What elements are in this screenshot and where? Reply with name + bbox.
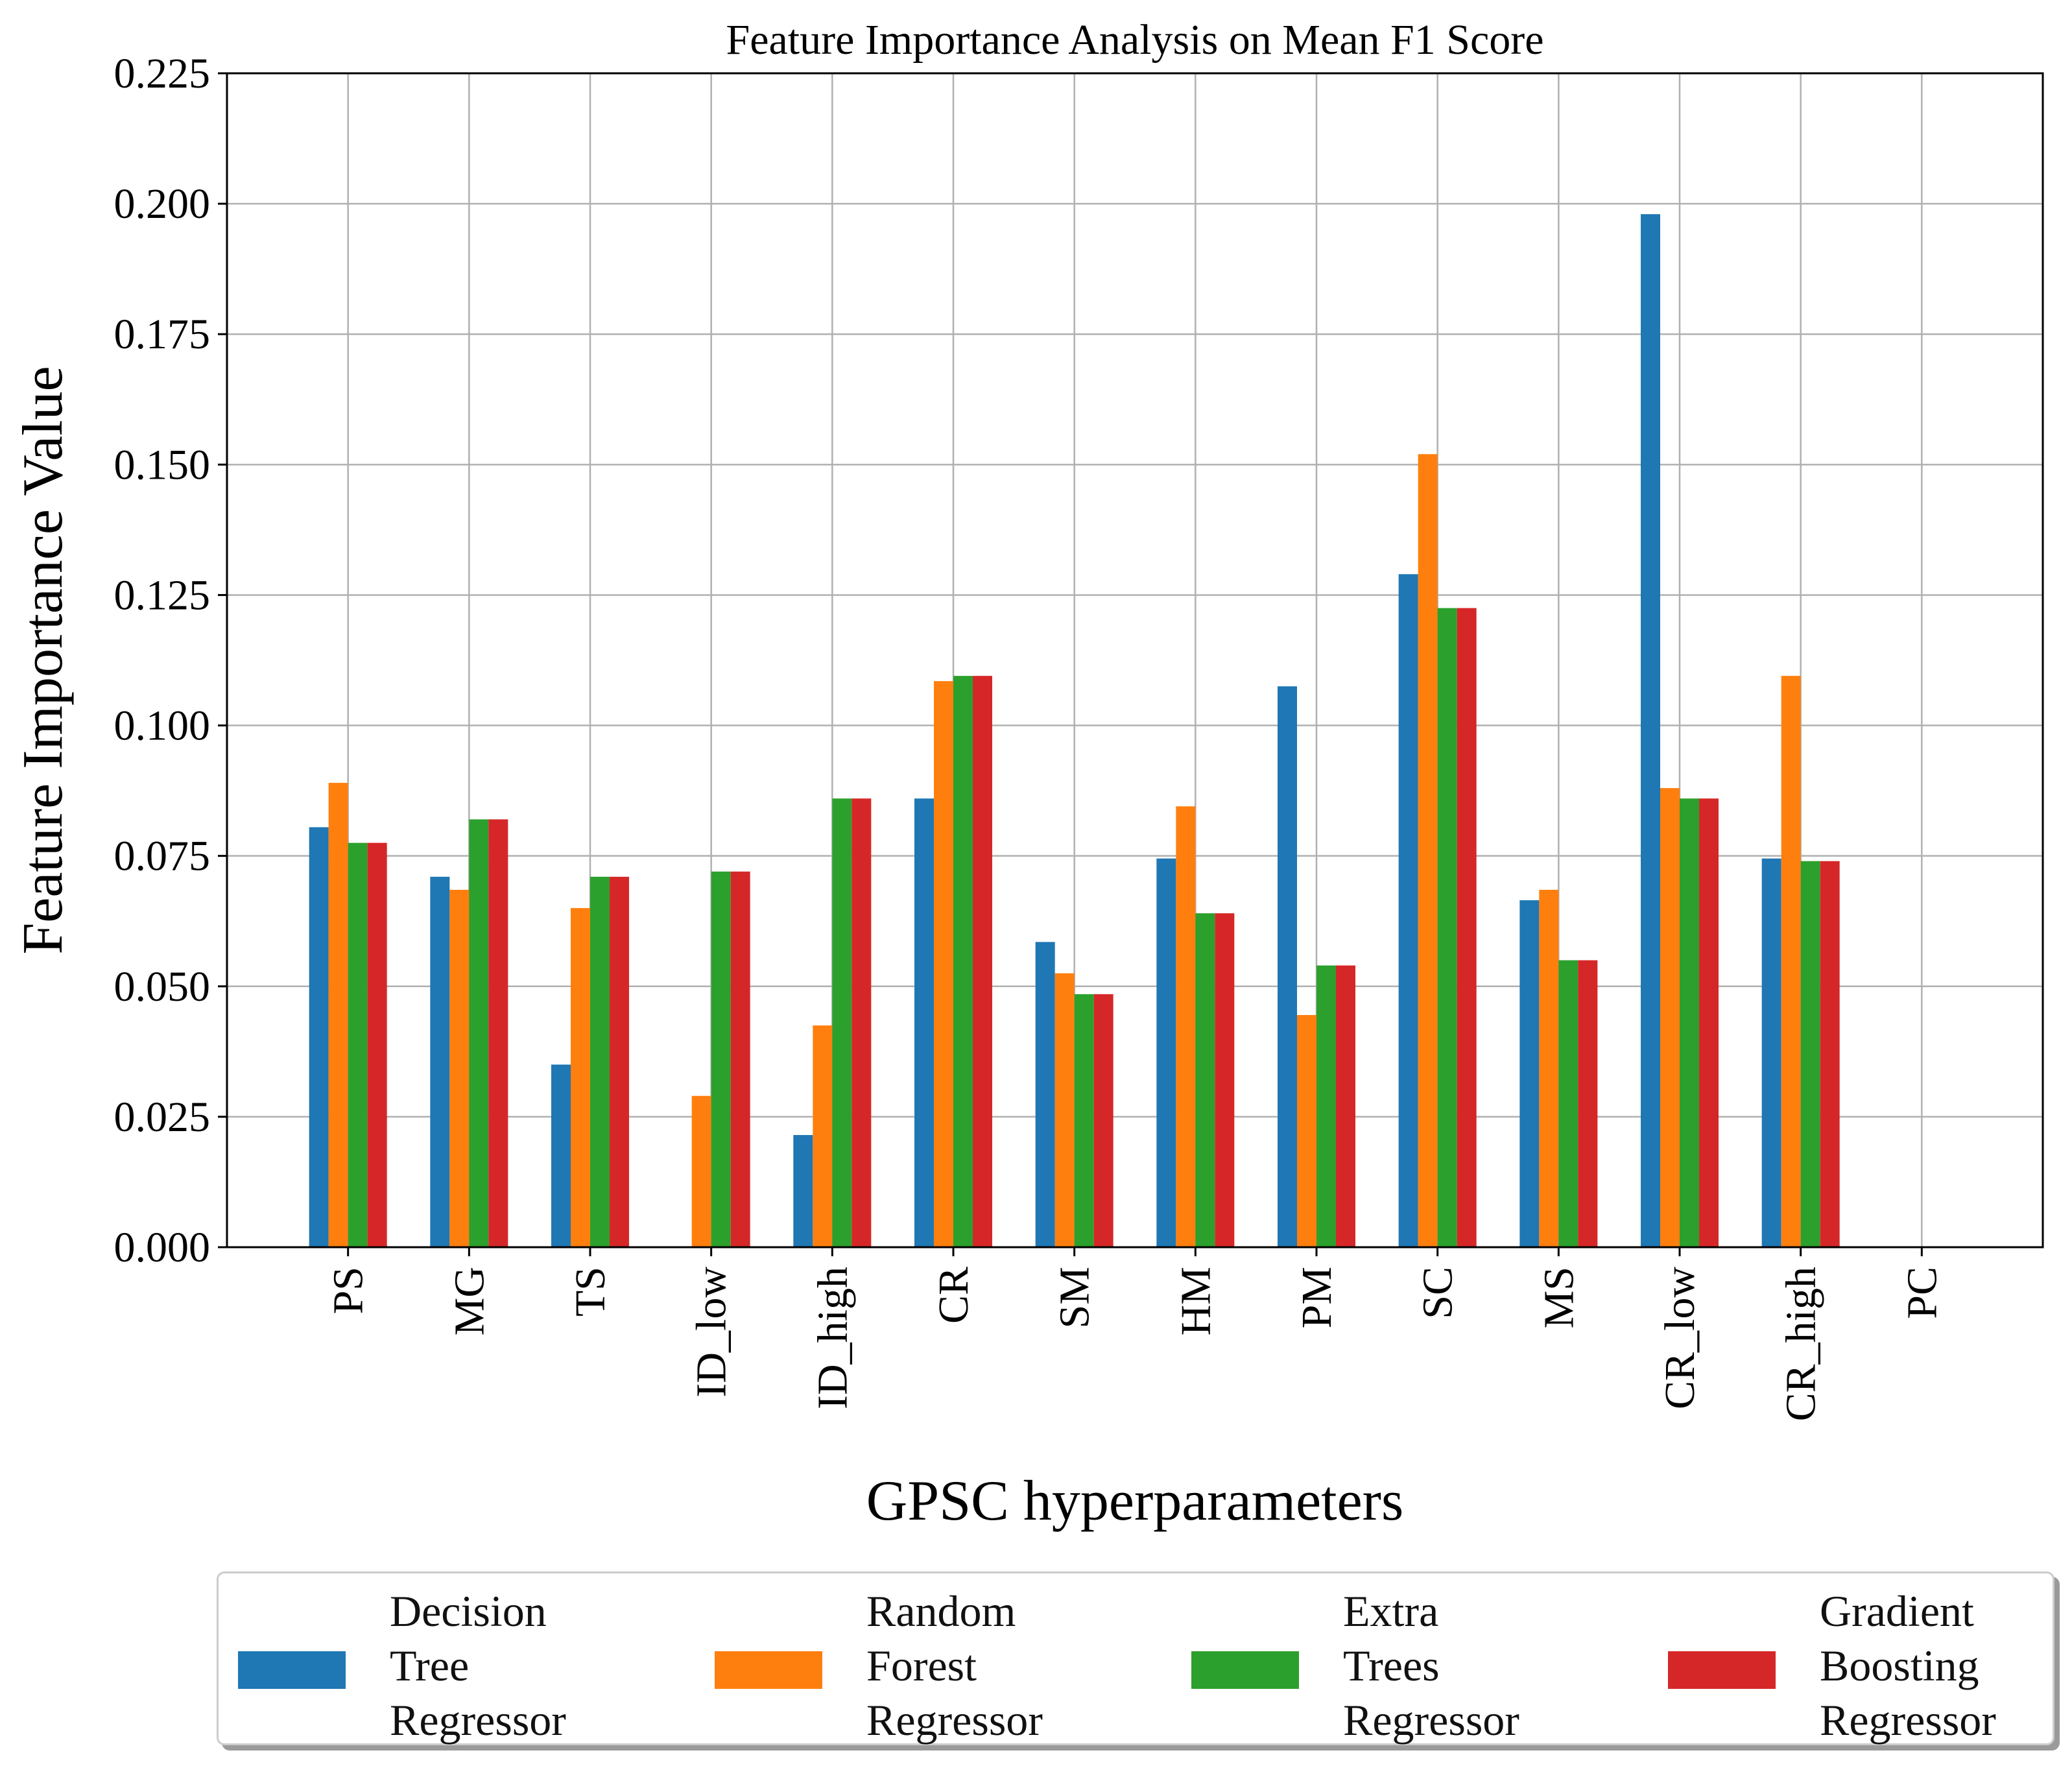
bar-id-low-series-2 bbox=[691, 1095, 711, 1247]
x-tick-label-pc: PC bbox=[1898, 1267, 1946, 1319]
y-tick-label: 0.175 bbox=[114, 311, 211, 358]
bar-sm-series-2 bbox=[1054, 973, 1075, 1247]
legend-label-gradient-boosting: Gradient Boosting Regressor bbox=[1820, 1586, 1996, 1745]
bar-cr-low-series-4 bbox=[1699, 798, 1719, 1247]
bar-ts-series-3 bbox=[590, 876, 610, 1247]
legend: Decision Tree Regressor Random Forest Re… bbox=[217, 1571, 2054, 1745]
x-tick-label-id-low: ID_low bbox=[688, 1267, 735, 1398]
bar-id-high-series-1 bbox=[793, 1135, 813, 1247]
bar-cr-series-3 bbox=[953, 676, 973, 1247]
x-tick-label-id-high: ID_high bbox=[809, 1267, 856, 1409]
y-tick-label: 0.125 bbox=[114, 571, 211, 619]
bar-ms-series-1 bbox=[1519, 900, 1540, 1247]
x-tick-label-cr-low: CR_low bbox=[1656, 1267, 1704, 1409]
x-axis-label: GPSC hyperparameters bbox=[866, 1470, 1403, 1533]
bar-ts-series-4 bbox=[610, 876, 629, 1247]
x-tick-label-cr: CR bbox=[930, 1267, 977, 1324]
x-tick-label-cr-high: CR_high bbox=[1778, 1267, 1825, 1421]
legend-swatch-gradient-boosting bbox=[1668, 1651, 1776, 1689]
bar-hm-series-2 bbox=[1176, 806, 1196, 1247]
y-ticks: 0.000 0.025 0.050 0.075 0.100 0.125 0.150 0.175… bbox=[114, 50, 227, 1271]
bar-ts-series-2 bbox=[571, 908, 590, 1247]
bar-ps-series-4 bbox=[367, 842, 387, 1247]
x-tick-label-ts: TS bbox=[567, 1267, 614, 1317]
bar-pm-series-4 bbox=[1336, 965, 1355, 1247]
bar-cr-low-series-2 bbox=[1660, 788, 1680, 1247]
bar-mg-series-4 bbox=[488, 819, 508, 1247]
bar-mg-series-1 bbox=[430, 876, 450, 1247]
bar-sc-series-4 bbox=[1457, 608, 1477, 1247]
bar-pm-series-3 bbox=[1316, 965, 1336, 1247]
bar-cr-high-series-1 bbox=[1761, 858, 1781, 1247]
bar-id-high-series-4 bbox=[851, 798, 872, 1247]
y-tick-label: 0.225 bbox=[114, 50, 211, 97]
bar-id-low-series-3 bbox=[711, 871, 731, 1247]
bar-ms-series-4 bbox=[1578, 960, 1598, 1247]
bar-id-low-series-4 bbox=[730, 871, 750, 1247]
y-tick-label: 0.200 bbox=[114, 180, 211, 228]
bar-hm-series-1 bbox=[1156, 858, 1176, 1247]
bar-ps-series-3 bbox=[348, 842, 368, 1247]
bar-hm-series-4 bbox=[1215, 913, 1235, 1247]
y-tick-label: 0.100 bbox=[114, 702, 211, 750]
x-tick-label-mg: MG bbox=[446, 1267, 493, 1335]
bars bbox=[309, 214, 1840, 1248]
bar-sc-series-2 bbox=[1418, 454, 1438, 1248]
x-tick-label-hm: HM bbox=[1172, 1267, 1219, 1335]
bar-sm-series-3 bbox=[1074, 994, 1094, 1247]
y-axis-label: Feature Importance Value bbox=[12, 366, 75, 954]
bar-cr-low-series-3 bbox=[1680, 798, 1699, 1247]
legend-swatch-decision-tree bbox=[238, 1651, 346, 1689]
legend-swatch-extra-trees bbox=[1191, 1651, 1299, 1689]
bar-cr-high-series-2 bbox=[1781, 676, 1801, 1247]
bar-cr-low-series-1 bbox=[1641, 214, 1660, 1248]
bar-cr-series-4 bbox=[973, 676, 992, 1247]
legend-swatch-random-forest bbox=[715, 1651, 822, 1689]
bar-ps-series-2 bbox=[328, 783, 348, 1247]
x-tick-label-pm: PM bbox=[1293, 1267, 1340, 1328]
bar-ts-series-1 bbox=[551, 1064, 571, 1247]
bar-id-high-series-3 bbox=[832, 798, 852, 1247]
x-tick-label-ms: MS bbox=[1535, 1267, 1582, 1328]
x-ticks: PS MG TS ID_low ID_high CR SM HM PM SC MS CR_low CR_… bbox=[325, 1247, 1946, 1421]
bar-cr-series-2 bbox=[934, 681, 953, 1247]
bar-ms-series-3 bbox=[1558, 960, 1578, 1247]
bar-cr-high-series-3 bbox=[1800, 861, 1820, 1247]
y-tick-label: 0.000 bbox=[114, 1224, 211, 1271]
bar-ps-series-1 bbox=[309, 827, 329, 1247]
y-tick-label: 0.075 bbox=[114, 833, 211, 880]
bar-cr-series-1 bbox=[914, 798, 934, 1247]
bar-id-high-series-2 bbox=[813, 1025, 833, 1247]
y-tick-label: 0.050 bbox=[114, 963, 211, 1010]
x-tick-label-ps: PS bbox=[325, 1267, 372, 1314]
legend-label-extra-trees: Extra Trees Regressor bbox=[1343, 1586, 1519, 1745]
plot-frame bbox=[226, 72, 2044, 1248]
bar-sm-series-1 bbox=[1035, 942, 1055, 1247]
y-tick-label: 0.150 bbox=[114, 441, 211, 488]
bar-mg-series-2 bbox=[449, 889, 470, 1247]
bar-cr-high-series-4 bbox=[1820, 861, 1840, 1247]
bar-sc-series-1 bbox=[1398, 574, 1418, 1248]
bar-hm-series-3 bbox=[1195, 913, 1215, 1247]
bar-pm-series-1 bbox=[1278, 686, 1297, 1247]
bar-mg-series-3 bbox=[469, 819, 489, 1247]
x-tick-label-sc: SC bbox=[1414, 1267, 1462, 1319]
bar-ms-series-2 bbox=[1539, 889, 1559, 1247]
bar-sc-series-3 bbox=[1437, 608, 1457, 1247]
legend-label-random-forest: Random Forest Regressor bbox=[866, 1586, 1043, 1745]
x-tick-label-sm: SM bbox=[1051, 1267, 1099, 1328]
chart-title: Feature Importance Analysis on Mean F1 S… bbox=[726, 16, 1543, 64]
y-tick-label: 0.025 bbox=[114, 1093, 211, 1141]
legend-label-decision-tree: Decision Tree Regressor bbox=[390, 1586, 566, 1745]
bar-pm-series-2 bbox=[1297, 1015, 1316, 1247]
bar-sm-series-4 bbox=[1093, 994, 1113, 1247]
